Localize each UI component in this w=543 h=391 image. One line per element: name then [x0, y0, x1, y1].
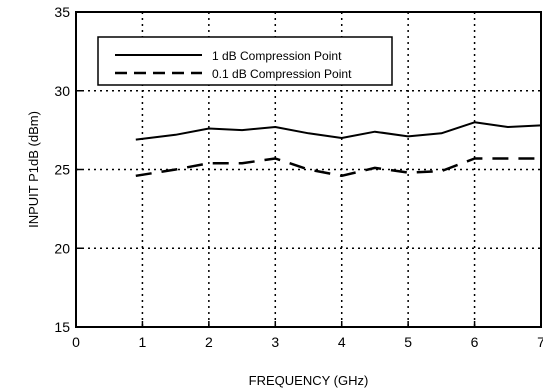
- legend: 1 dB Compression Point 0.1 dB Compressio…: [97, 36, 393, 86]
- grid: [76, 12, 541, 327]
- y-tick-label: 15: [54, 319, 70, 335]
- x-tick-label: 4: [338, 334, 346, 350]
- y-tick-label: 20: [54, 240, 70, 256]
- legend-box: [97, 36, 393, 86]
- y-tick-label: 30: [54, 83, 70, 99]
- y-tick-label: 35: [54, 4, 70, 20]
- tick-labels: 0 1 2 3 4 5 6 7 15 20 25 30 35: [54, 4, 543, 350]
- x-tick-label: 3: [271, 334, 279, 350]
- legend-label-1db: 1 dB Compression Point: [212, 49, 342, 63]
- y-tick-label: 25: [54, 162, 70, 178]
- series-lines: [135, 121, 542, 178]
- x-tick-label: 0: [72, 334, 80, 350]
- x-tick-label: 6: [471, 334, 479, 350]
- series-line-1db: [135, 121, 542, 141]
- axis-ticks: [75, 11, 542, 328]
- legend-label-0p1db: 0.1 dB Compression Point: [212, 67, 352, 81]
- x-tick-label: 5: [404, 334, 412, 350]
- x-axis-title: FREQUENCY (GHz): [249, 373, 369, 388]
- series-line-0p1db: [135, 157, 541, 178]
- y-axis-title: INPUIT P1dB (dBm): [26, 111, 41, 228]
- x-tick-label: 7: [537, 334, 543, 350]
- x-tick-label: 1: [139, 334, 147, 350]
- x-tick-label: 2: [205, 334, 213, 350]
